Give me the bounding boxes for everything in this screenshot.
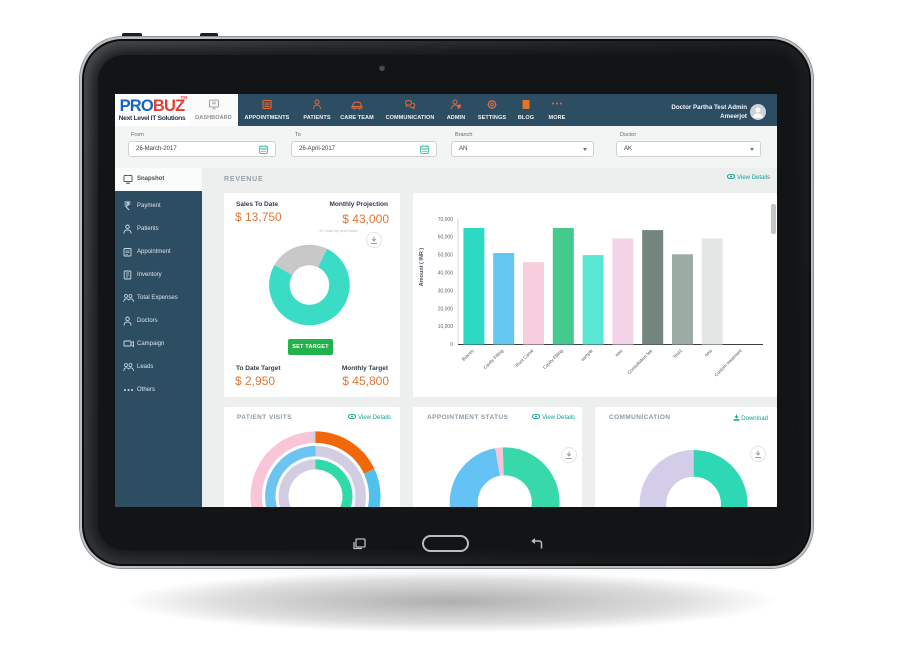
svg-text:sample: sample [580,347,594,361]
svg-text:Braces: Braces [461,347,475,361]
svg-text:Test1: Test1 [672,347,684,359]
svg-text:Cavity Filling: Cavity Filling [482,347,504,369]
svg-text:Custom treatment: Custom treatment [713,347,743,377]
svg-text:10,000: 10,000 [438,324,454,330]
svg-text:50,000: 50,000 [438,252,454,258]
svg-text:40,000: 40,000 [438,270,454,276]
svg-text:70,000: 70,000 [438,216,454,222]
svg-text:Consultation fee: Consultation fee [626,347,653,374]
svg-text:60,000: 60,000 [438,234,454,240]
svg-text:Root Canal: Root Canal [514,348,534,368]
svg-text:Amount ( INR ): Amount ( INR ) [419,247,425,286]
svg-text:new: new [614,347,624,357]
svg-text:new: new [704,347,714,357]
svg-text:30,000: 30,000 [438,288,454,294]
svg-text:Cavity Filling: Cavity Filling [542,347,564,369]
svg-text:20,000: 20,000 [438,306,454,312]
svg-text:0: 0 [450,342,453,348]
